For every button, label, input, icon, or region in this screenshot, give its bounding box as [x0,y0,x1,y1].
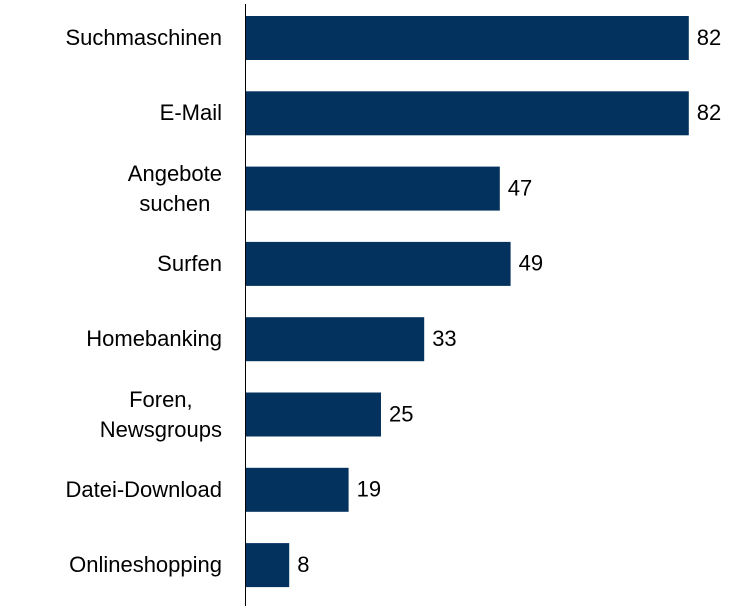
value-label: 19 [357,477,381,502]
category-label: Homebanking [0,324,222,354]
category-text: E-Mail [159,100,222,126]
bar [246,543,290,588]
bar [246,467,349,512]
category-label: Onlineshopping [0,550,222,580]
category-text: Datei-Download [65,476,222,502]
bar [246,241,511,286]
value-label: 82 [697,25,721,50]
value-label: 47 [508,175,532,200]
category-text: Suchmaschinen [65,25,222,50]
category-text: Angebote suchen [127,160,222,216]
category-label: Foren, Newsgroups [0,385,222,445]
value-label: 82 [697,100,721,125]
category-label: E-Mail [0,98,222,128]
category-text: Surfen [157,250,222,276]
value-label: 25 [389,401,413,426]
bar [246,317,425,362]
category-label: Datei-Download [0,475,222,505]
value-label: 33 [432,326,456,351]
category-label: Suchmaschinen [0,23,222,53]
bar [246,392,381,437]
category-label: Surfen [0,249,222,279]
bar [246,166,500,211]
category-text: Onlineshopping [69,552,222,578]
category-label: Angebote suchen [0,159,222,219]
bar [246,91,689,136]
bar [246,16,689,60]
category-text: Foren, Newsgroups [99,386,222,442]
category-text: Homebanking [86,326,222,352]
value-label: 49 [519,251,543,276]
value-label: 8 [297,552,309,577]
